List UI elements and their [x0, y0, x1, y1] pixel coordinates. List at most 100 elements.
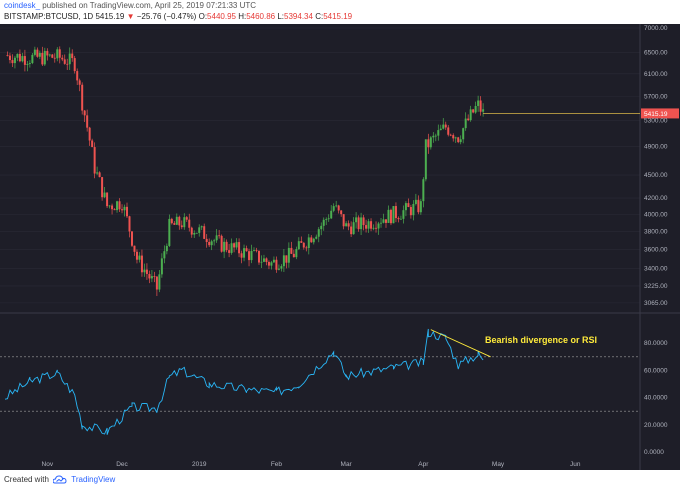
candle-body [81, 84, 84, 111]
candle-body [96, 172, 99, 174]
candle-body [248, 251, 251, 261]
candle-body [419, 201, 422, 213]
candle-body [335, 205, 338, 207]
candle-body [240, 253, 243, 258]
price-tick-label: 6500.00 [644, 50, 668, 57]
tradingview-link[interactable]: TradingView [71, 475, 116, 484]
high-value: 5460.86 [246, 12, 276, 21]
candle-body [33, 49, 36, 55]
chart-area[interactable]: 5415.19 7000.00 6500.00 6100.00 5700.00 5300.… [0, 24, 680, 470]
candle-body [365, 225, 368, 229]
author-link[interactable]: coindesk_ [4, 1, 41, 10]
candle-body [51, 54, 54, 58]
candle-body [295, 249, 298, 258]
candle-body [367, 221, 370, 229]
candle-body [459, 139, 462, 143]
price-tick-label: 3800.00 [644, 228, 668, 235]
candle-body [143, 269, 146, 273]
candle-body [397, 218, 400, 220]
publish-line: coindesk_ published on TradingView.com, … [4, 1, 256, 10]
candle-body [245, 248, 248, 252]
divergence-trendline [430, 329, 491, 358]
candle-body [111, 205, 114, 210]
candle-body [13, 57, 16, 64]
rsi-tick-label: 60.0000 [644, 367, 668, 374]
rsi-tick-label: 80.0000 [644, 340, 668, 347]
candle-body [310, 237, 313, 243]
candle-body [11, 60, 14, 64]
candle-body [113, 209, 116, 211]
divergence-annotation: Bearish divergence or RSI [485, 335, 597, 345]
time-tick-label: Dec [116, 461, 128, 468]
candle-body [210, 241, 213, 246]
high-label: H: [238, 12, 247, 21]
candle-body [317, 229, 320, 237]
candle-body [347, 223, 350, 227]
candle-body [270, 262, 273, 266]
candle-body [277, 268, 280, 270]
price-tick-label: 5700.00 [644, 93, 668, 100]
tradingview-cloud-icon [53, 475, 67, 484]
price-tick-label: 4000.00 [644, 211, 668, 218]
candle-body [300, 241, 303, 243]
candle-body [305, 247, 308, 249]
candle-body [464, 118, 467, 129]
candle-body [477, 100, 480, 106]
candle-body [18, 53, 21, 62]
candle-body [449, 134, 452, 136]
candle-body [389, 209, 392, 224]
candle-body [260, 261, 263, 263]
candle-body [375, 227, 378, 229]
time-tick-label: 2019 [192, 461, 207, 468]
symbol-label: BITSTAMP:BTCUSD, 1D [4, 12, 94, 21]
time-tick-label: Jun [570, 461, 581, 468]
candle-body [205, 238, 208, 242]
low-label: L: [277, 12, 285, 21]
price-chart-svg[interactable]: 5415.19 7000.00 6500.00 6100.00 5700.00 5300.… [0, 24, 680, 470]
candle-body [21, 56, 24, 62]
candle-body [262, 258, 265, 262]
candle-body [320, 225, 323, 230]
candle-body [88, 127, 91, 141]
candle-body [170, 218, 173, 224]
price-tag-box [641, 108, 679, 119]
candle-body [26, 63, 29, 65]
candle-body [292, 253, 295, 258]
candle-body [444, 124, 447, 128]
candle-body [233, 243, 236, 248]
candle-body [218, 235, 221, 237]
candle-body [394, 206, 397, 219]
candle-body [230, 243, 233, 253]
candle-body [255, 250, 258, 251]
candle-body [175, 216, 178, 225]
candle-body [116, 201, 119, 211]
price-tick-label: 7000.00 [644, 25, 668, 32]
candle-body [360, 217, 363, 230]
candle-body [439, 128, 442, 131]
candle-body [53, 57, 56, 59]
candle-body [312, 238, 315, 243]
candle-body [429, 137, 432, 148]
candle-body [46, 50, 49, 56]
candle-body [290, 247, 293, 254]
price-tick-label: 4900.00 [644, 144, 668, 151]
candle-body [155, 276, 158, 290]
candle-body [452, 135, 455, 139]
candle-body [372, 227, 375, 229]
time-tick-label: Mar [341, 461, 353, 468]
candle-body [469, 109, 472, 121]
candle-body [193, 233, 196, 235]
candle-body [56, 49, 59, 59]
candle-body [272, 259, 275, 263]
candle-body [409, 206, 412, 216]
price-tick-label: 3065.00 [644, 300, 668, 307]
candle-body [130, 231, 133, 246]
candle-body [103, 192, 106, 198]
candle-body [325, 219, 328, 220]
price-tag-label: 5415.19 [644, 111, 668, 118]
candle-body [447, 127, 450, 135]
candle-body [198, 227, 201, 233]
candle-body [48, 54, 51, 56]
candle-body [220, 235, 223, 252]
price-tick-label: 3400.00 [644, 265, 668, 272]
